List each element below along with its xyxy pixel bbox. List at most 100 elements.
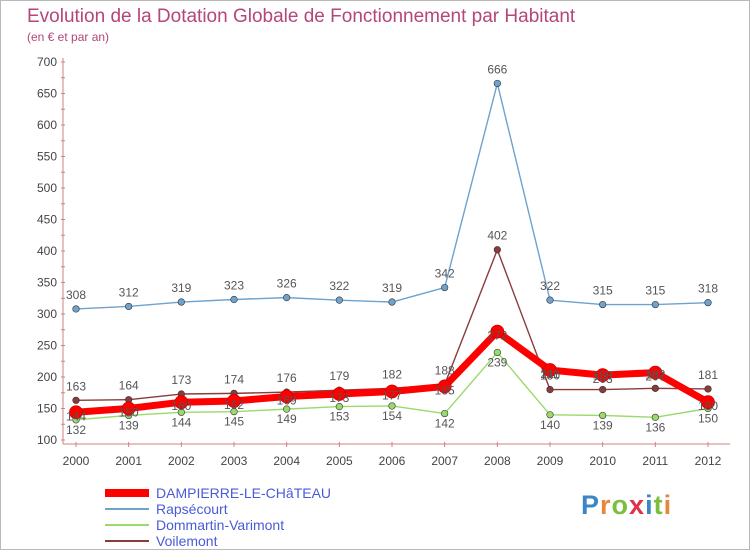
- data-label: 136: [645, 420, 665, 434]
- y-tick-label: 500: [37, 181, 57, 195]
- series-point-0: [279, 389, 294, 404]
- data-label: 181: [698, 368, 718, 382]
- series-point-1: [230, 295, 238, 304]
- x-tick-label: 2006: [379, 454, 406, 468]
- data-label: 144: [171, 415, 191, 429]
- data-label: 160: [171, 399, 191, 413]
- data-label: 177: [382, 388, 402, 402]
- series-point-3: [651, 384, 659, 392]
- y-tick-label: 300: [37, 307, 57, 321]
- y-tick-label: 700: [37, 55, 57, 69]
- y-tick-label: 400: [37, 244, 57, 258]
- y-tick-label: 150: [37, 402, 57, 416]
- chart-legend: DAMPIERRE-LE-CHâTEAURapsécourtDommartin-…: [105, 485, 331, 549]
- series-point-0: [437, 379, 452, 394]
- logo-letter: i: [663, 490, 673, 520]
- series-point-3: [546, 386, 554, 394]
- data-label: 203: [593, 372, 613, 386]
- data-label: 315: [645, 284, 665, 298]
- data-label: 164: [119, 379, 139, 393]
- series-point-0: [595, 368, 610, 383]
- series-point-0: [490, 324, 505, 339]
- series-point-3: [72, 396, 80, 404]
- series-point-0: [332, 387, 347, 401]
- series-point-3: [599, 386, 607, 394]
- chart-series: [69, 79, 715, 424]
- series-point-2: [651, 413, 659, 421]
- data-label: 173: [171, 373, 191, 387]
- data-label: 180: [540, 369, 560, 383]
- data-label: 163: [66, 379, 86, 393]
- logo-letter: t: [653, 490, 664, 520]
- logo-letter: x: [629, 490, 646, 520]
- chart-axes: 100 150 200 250 300 350 400 450 500 550 600 650 700 2…: [37, 55, 730, 468]
- data-label: 174: [224, 372, 244, 386]
- series-point-0: [543, 363, 557, 377]
- data-label: 318: [698, 282, 718, 296]
- x-tick-label: 2007: [431, 454, 458, 468]
- data-label: 153: [329, 410, 349, 424]
- data-label: 162: [224, 398, 244, 412]
- data-label: 149: [277, 412, 297, 426]
- data-label: 342: [435, 267, 455, 281]
- series-point-2: [441, 409, 449, 418]
- series-point-0: [174, 395, 189, 410]
- series-point-2: [388, 402, 396, 410]
- data-label: 312: [119, 285, 139, 299]
- data-label: 315: [593, 284, 613, 298]
- series-point-0: [648, 365, 663, 380]
- data-label: 173: [329, 391, 349, 405]
- series-point-2: [283, 405, 291, 413]
- data-label: 666: [487, 62, 507, 76]
- series-point-1: [546, 296, 554, 304]
- data-label: 179: [329, 369, 349, 383]
- x-tick-label: 2000: [63, 454, 90, 468]
- series-point-2: [546, 411, 554, 419]
- series-point-1: [335, 296, 343, 304]
- data-label: 322: [329, 279, 349, 293]
- series-point-0: [227, 394, 241, 408]
- y-tick-label: 100: [37, 433, 57, 447]
- legend-label-2: Dommartin-Varimont: [156, 517, 284, 533]
- series-point-1: [493, 79, 501, 88]
- data-label: 308: [66, 288, 86, 302]
- data-label: 326: [277, 277, 297, 291]
- logo-letter: o: [611, 490, 630, 520]
- data-label: 402: [487, 229, 507, 243]
- x-tick-label: 2003: [221, 454, 248, 468]
- data-label: 145: [224, 415, 244, 429]
- series-point-1: [388, 298, 396, 306]
- x-tick-label: 2011: [642, 454, 668, 468]
- logo-letter: P: [581, 490, 601, 520]
- data-label: 188: [435, 364, 455, 378]
- y-tick-label: 450: [37, 213, 57, 227]
- series-point-1: [704, 299, 712, 307]
- series-point-2: [230, 408, 238, 416]
- data-label: 239: [487, 355, 507, 369]
- data-label: 169: [277, 394, 297, 408]
- x-tick-label: 2010: [589, 454, 616, 468]
- series-point-2: [493, 348, 501, 357]
- data-label: 319: [382, 281, 402, 295]
- series-point-1: [72, 305, 80, 313]
- proxiti-logo: Proxiti: [581, 490, 672, 521]
- data-label: 142: [435, 417, 455, 431]
- series-point-1: [599, 300, 607, 309]
- series-point-2: [335, 403, 343, 411]
- logo-text: Proxiti: [581, 490, 672, 520]
- data-label: 207: [645, 370, 665, 384]
- x-tick-label: 2009: [537, 454, 564, 468]
- x-tick-label: 2012: [695, 454, 722, 468]
- legend-label-1: Rapsécourt: [156, 501, 228, 517]
- data-label: 319: [171, 281, 191, 295]
- series-point-0: [701, 395, 715, 410]
- data-label: 140: [540, 418, 560, 432]
- x-tick-label: 2004: [273, 454, 300, 468]
- data-label: 139: [593, 418, 613, 432]
- legend-label-0: DAMPIERRE-LE-CHâTEAU: [156, 485, 331, 501]
- x-tick-label: 2001: [115, 454, 142, 468]
- data-label: 150: [119, 406, 139, 420]
- y-tick-label: 600: [37, 118, 57, 132]
- data-label: 182: [645, 367, 665, 381]
